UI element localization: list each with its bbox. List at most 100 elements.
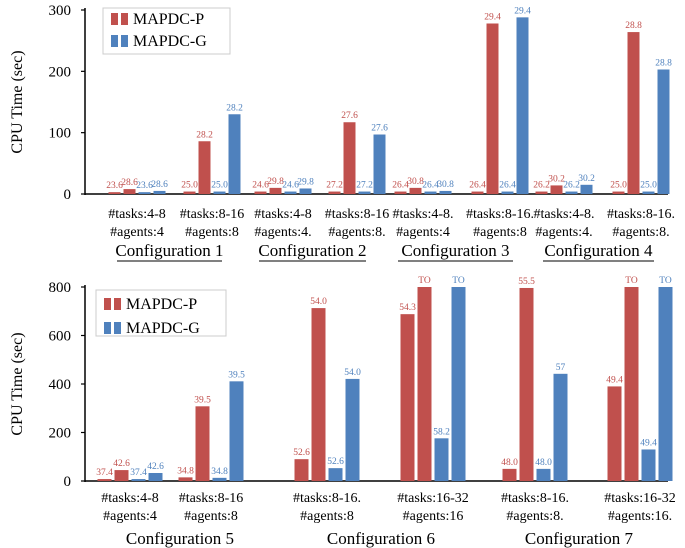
chart2-configuration-label: Configuration 6 bbox=[327, 529, 435, 548]
chart2-legend-label: MAPDC-P bbox=[126, 296, 197, 313]
chart1-bar-mapdc-p bbox=[550, 185, 563, 194]
chart2-x-group-label: #tasks:8-16. bbox=[293, 491, 361, 506]
chart2-bar-mapdc-g bbox=[553, 373, 568, 481]
chart1-bar-value-label: 28.8 bbox=[655, 58, 672, 68]
chart1-y-tick-label: 100 bbox=[49, 126, 72, 142]
chart2-x-group-label: #tasks:8-16. bbox=[501, 491, 569, 506]
chart1-y-axis-label: CPU Time (sec) bbox=[9, 50, 26, 153]
chart1-x-group-label: #tasks:4-8 bbox=[108, 207, 166, 222]
chart2-configuration-label: Configuration 7 bbox=[525, 529, 634, 548]
chart1-bar-value-label: 25.0 bbox=[181, 181, 198, 191]
chart1-bar-mapdc-p bbox=[535, 191, 548, 194]
chart2-bar-mapdc-g bbox=[658, 287, 673, 481]
chart2-legend-label: MAPDC-G bbox=[126, 320, 200, 337]
chart1-x-group-label: #agents:4 bbox=[396, 225, 450, 240]
chart1-bar-value-label: 26.4 bbox=[499, 181, 516, 191]
chart1-bar-mapdc-g bbox=[299, 188, 312, 194]
chart1-x-group-label: #agents:4. bbox=[254, 225, 311, 240]
chart2-x-group-label: #agents:16. bbox=[608, 509, 672, 524]
chart2-bar-value-label: 54.0 bbox=[310, 297, 327, 307]
chart1-legend-label: MAPDC-G bbox=[133, 33, 207, 50]
chart2-bar-value-label: 49.4 bbox=[606, 375, 623, 385]
chart1-bar-value-label: 26.4 bbox=[422, 181, 439, 191]
chart1-bar-mapdc-p bbox=[343, 122, 356, 194]
chart2-bar-value-label: 42.6 bbox=[147, 462, 164, 472]
chart2-x-group-label: #agents:8 bbox=[184, 509, 238, 524]
chart1-bar-mapdc-p bbox=[394, 191, 407, 194]
chart2-legend-swatch bbox=[114, 298, 121, 310]
chart2-bar-value-label: 52.6 bbox=[327, 457, 344, 467]
chart2-y-tick-label: 200 bbox=[49, 426, 72, 442]
chart1-y-tick-label: 300 bbox=[49, 3, 72, 19]
chart2-bar-mapdc-g bbox=[328, 468, 343, 481]
chart1-bar-value-label: 28.8 bbox=[625, 21, 642, 31]
chart1-legend-swatch bbox=[121, 35, 128, 47]
chart1-x-group-label: #tasks:4-8. bbox=[392, 207, 453, 222]
chart1-x-group-label: #tasks:8-16. bbox=[607, 207, 675, 222]
chart2-bar-value-label: 39.5 bbox=[194, 395, 211, 405]
chart1-x-group-label: #tasks:8-16 bbox=[325, 207, 390, 222]
chart1-bar-mapdc-p bbox=[123, 189, 136, 194]
chart2-y-tick-label: 600 bbox=[49, 329, 72, 345]
chart2-bar-mapdc-p bbox=[97, 479, 112, 481]
chart2-bar-mapdc-p bbox=[607, 386, 622, 481]
chart1-bar-mapdc-g bbox=[657, 69, 670, 194]
chart1-bar-value-label: 25.0 bbox=[640, 181, 657, 191]
chart2-y-axis-label: CPU Time (sec) bbox=[9, 332, 26, 435]
chart2-bar-value-label: 37.4 bbox=[130, 468, 147, 478]
chart1-y-tick-label: 200 bbox=[49, 64, 72, 80]
chart2-bar-value-label: 37.4 bbox=[96, 468, 113, 478]
chart2-bar-value-label: 42.6 bbox=[113, 459, 130, 469]
chart2-bar-value-label: 34.8 bbox=[211, 467, 228, 477]
chart2-bar-mapdc-g bbox=[434, 438, 449, 481]
chart2-bar-value-label: TO bbox=[418, 276, 431, 286]
chart1-bar-mapdc-p bbox=[486, 23, 499, 195]
chart2-bar-value-label: 48.0 bbox=[501, 458, 518, 468]
chart2-bar-mapdc-g bbox=[641, 449, 656, 481]
chart1-bar-value-label: 27.6 bbox=[371, 124, 388, 134]
chart2-bar-mapdc-p bbox=[178, 477, 193, 481]
chart1-bar-value-label: 29.8 bbox=[297, 177, 314, 187]
chart1-configuration-label: Configuration 4 bbox=[544, 241, 653, 260]
chart1-bar-value-label: 24.6 bbox=[282, 181, 299, 191]
chart1-bar-mapdc-p bbox=[627, 32, 640, 194]
chart1-bar-mapdc-g bbox=[516, 17, 529, 194]
chart2-bar-mapdc-p bbox=[502, 468, 517, 481]
chart1-x-group-label: #tasks:4-8 bbox=[254, 207, 312, 222]
chart1-bar-value-label: 29.4 bbox=[514, 6, 531, 16]
chart1-x-group-label: #tasks:8-16 bbox=[180, 207, 245, 222]
chart2-y-tick-label: 800 bbox=[49, 280, 72, 296]
chart2-bar-mapdc-g bbox=[536, 468, 551, 481]
chart1-bar-mapdc-g bbox=[501, 191, 514, 194]
chart1-legend-swatch bbox=[111, 13, 118, 25]
chart2-bar-value-label: 39.5 bbox=[228, 370, 245, 380]
chart2-bar-mapdc-g bbox=[212, 477, 227, 481]
chart2-bar-value-label: TO bbox=[452, 276, 465, 286]
chart2-x-group-label: #agents:16 bbox=[403, 509, 464, 524]
chart1-x-group-label: #tasks:8-16. bbox=[466, 207, 534, 222]
chart1-bar-value-label: 26.2 bbox=[563, 181, 580, 191]
chart1-bar-value-label: 26.4 bbox=[392, 181, 409, 191]
chart2-bar-mapdc-g bbox=[345, 378, 360, 481]
chart1-bar-mapdc-p bbox=[612, 191, 625, 194]
chart1-bar-mapdc-g bbox=[153, 190, 166, 194]
chart1-legend-label: MAPDC-P bbox=[133, 11, 204, 28]
chart2-bar-value-label: 49.4 bbox=[640, 438, 657, 448]
chart1-x-group-label: #agents:8. bbox=[328, 225, 385, 240]
chart1-bar-mapdc-g bbox=[358, 191, 371, 194]
chart1-x-group-label: #agents:8 bbox=[185, 225, 239, 240]
chart2-bar-mapdc-p bbox=[417, 287, 432, 481]
chart1-bar-value-label: 25.0 bbox=[610, 181, 627, 191]
chart1-bar-mapdc-p bbox=[198, 141, 211, 194]
chart1-bar-value-label: 29.4 bbox=[484, 12, 501, 22]
chart2-bar-value-label: 58.2 bbox=[433, 427, 450, 437]
chart1-bar-value-label: 29.8 bbox=[267, 177, 284, 187]
chart2-bar-mapdc-g bbox=[451, 287, 466, 481]
chart1-x-group-label: #agents:4. bbox=[535, 225, 592, 240]
chart1-bar-value-label: 30.8 bbox=[407, 177, 424, 187]
chart1-bar-value-label: 27.2 bbox=[356, 181, 373, 191]
chart1-bar-mapdc-p bbox=[254, 191, 267, 194]
chart1-x-group-label: #tasks:4-8. bbox=[533, 207, 594, 222]
chart1-configuration-label: Configuration 3 bbox=[401, 241, 509, 260]
